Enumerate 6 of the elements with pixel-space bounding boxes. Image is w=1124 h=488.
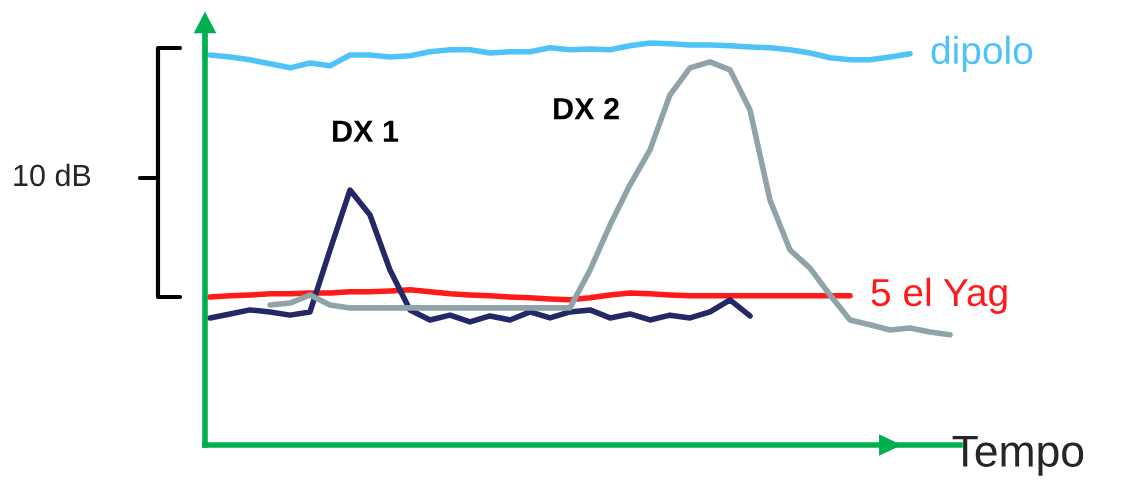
text: 10 dB <box>14 163 91 187</box>
series-label: DX 2 <box>554 97 619 120</box>
series-label: DX 1 <box>333 120 399 142</box>
series-label: 5 el Yag <box>871 277 1007 314</box>
x-axis-title: Tempo <box>952 435 1084 476</box>
series-label: dipolo <box>931 35 1033 72</box>
